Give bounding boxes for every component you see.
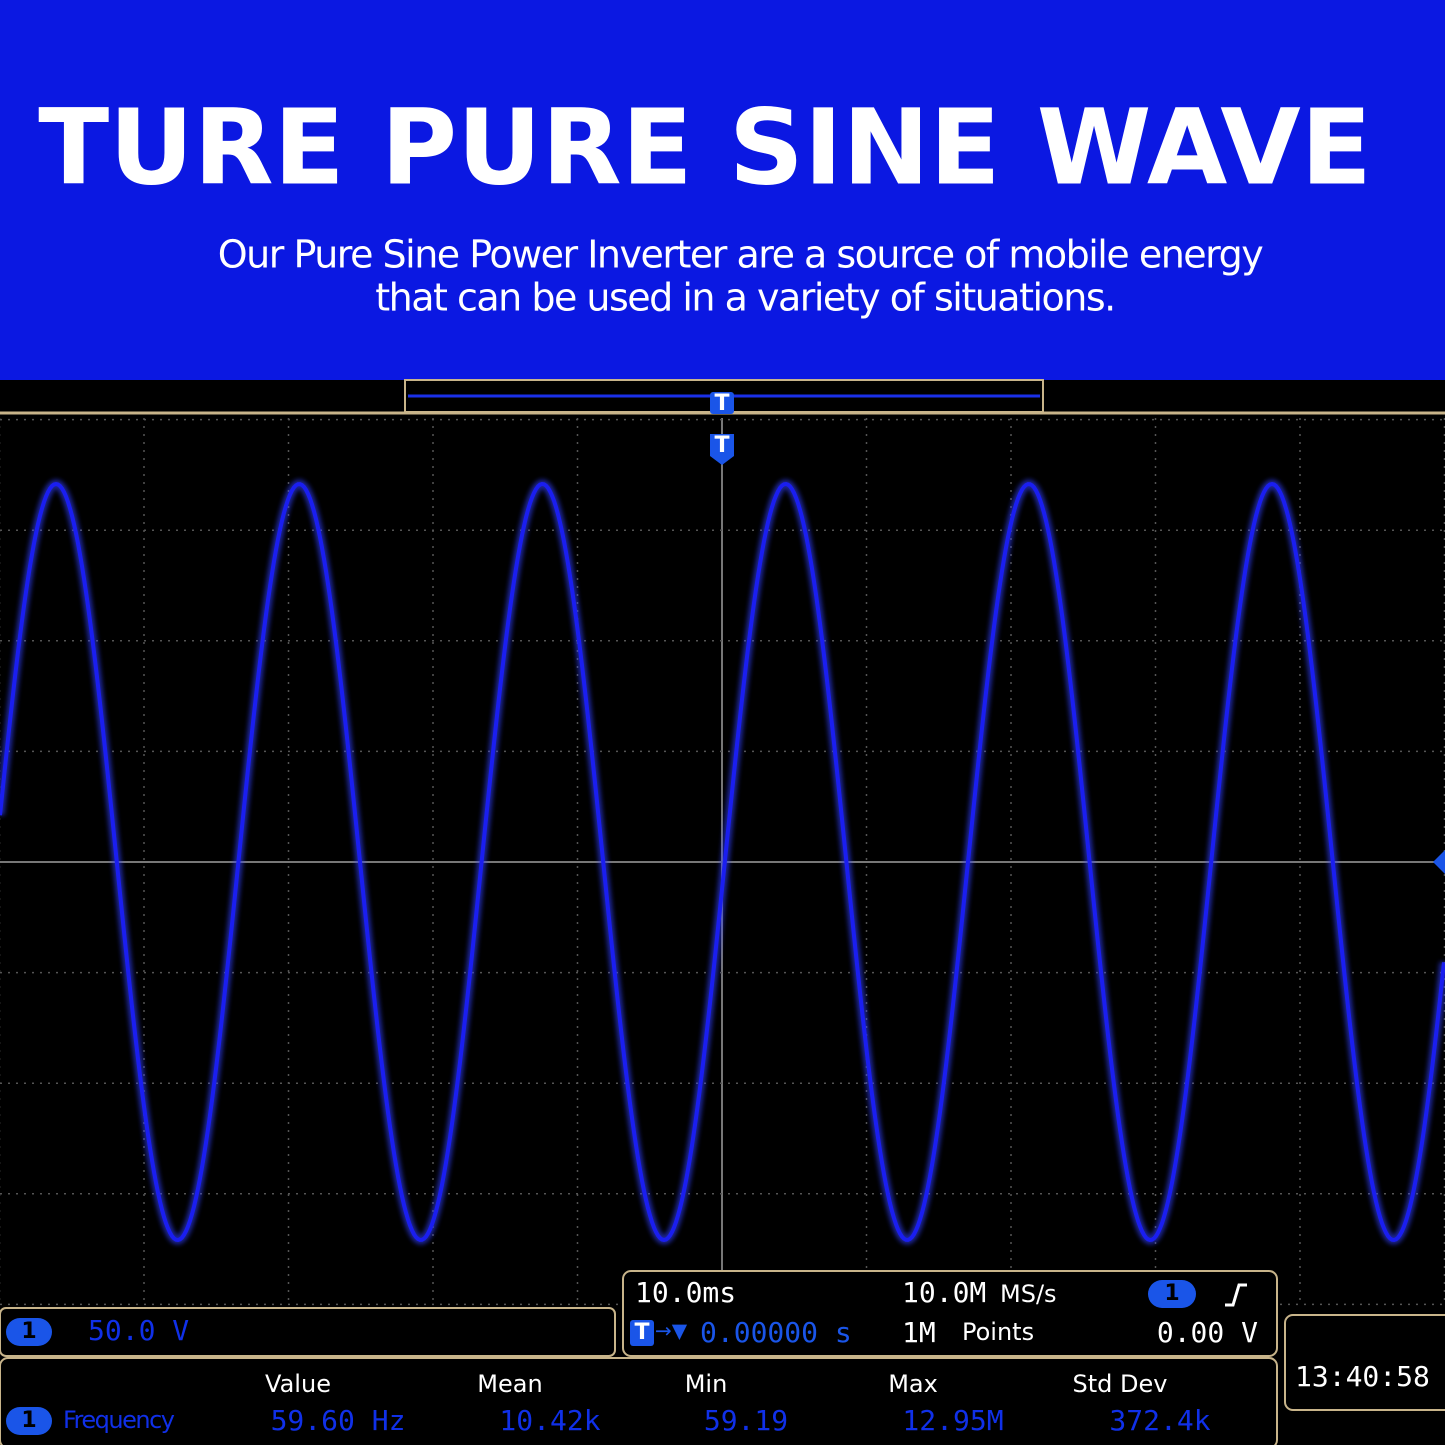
measurement-value: 372.4k — [1109, 1404, 1210, 1437]
measurements: Value 59.60 Hz Mean 10.42k Min 59.19 Max 12.95M… — [265, 1370, 1211, 1437]
measurement-header: Value — [265, 1370, 331, 1398]
banner — [0, 0, 1445, 380]
measurement-name: Frequency — [63, 1406, 175, 1434]
record-length: 1M — [902, 1316, 936, 1349]
sample-rate: 10.0M — [902, 1276, 986, 1309]
ground-marker — [1433, 850, 1445, 874]
measurement-value: 59.60 Hz — [271, 1404, 406, 1437]
trigger-arrow: →▼ — [655, 1319, 688, 1343]
trigger-level: 0.00 V — [1157, 1316, 1258, 1349]
trigger-marker-label: T — [714, 433, 729, 458]
measurement-header: Mean — [477, 1370, 542, 1398]
trigger-marker — [710, 392, 734, 414]
measurement-header: Max — [888, 1370, 938, 1398]
channel-label: 1 — [21, 1319, 36, 1344]
channel-box — [0, 1307, 616, 1357]
measurement-value: 10.42k — [499, 1404, 600, 1437]
trigger-marker-label: T — [714, 391, 729, 416]
subtitle: that can be used in a variety of situati… — [375, 276, 1115, 320]
clock: 13:40:58 — [1295, 1360, 1430, 1393]
sample-rate-unit: MS/s — [1000, 1280, 1057, 1308]
channel-badge — [6, 1318, 52, 1346]
trigger-offset: 0.00000 s — [700, 1316, 852, 1349]
trigger-marker — [710, 434, 734, 465]
slope-icon — [1225, 1283, 1247, 1307]
channel-label: 1 — [1164, 1281, 1179, 1306]
measurement-value: 12.95M — [902, 1404, 1003, 1437]
trigger-badge — [630, 1320, 654, 1346]
channel-label: 1 — [21, 1408, 36, 1433]
channel-badge — [1148, 1280, 1196, 1308]
measurement-header: Min — [685, 1370, 728, 1398]
measurement-header: Std Dev — [1073, 1370, 1168, 1398]
measurement-value: 59.19 — [704, 1404, 788, 1437]
subtitle: Our Pure Sine Power Inverter are a sourc… — [218, 233, 1263, 277]
channel-badge — [6, 1407, 52, 1435]
horizontal-box — [622, 1270, 1278, 1357]
measurement-box — [0, 1357, 1278, 1445]
timebase: 10.0ms — [635, 1276, 736, 1309]
waveform — [0, 481, 1445, 1243]
clock-box — [1284, 1314, 1445, 1411]
vertical-scale: 50.0 V — [88, 1314, 189, 1347]
title: TURE PURE SINE WAVE — [38, 86, 1372, 208]
record-length-unit: Points — [962, 1318, 1034, 1346]
trigger-badge-label: T — [634, 1320, 649, 1345]
